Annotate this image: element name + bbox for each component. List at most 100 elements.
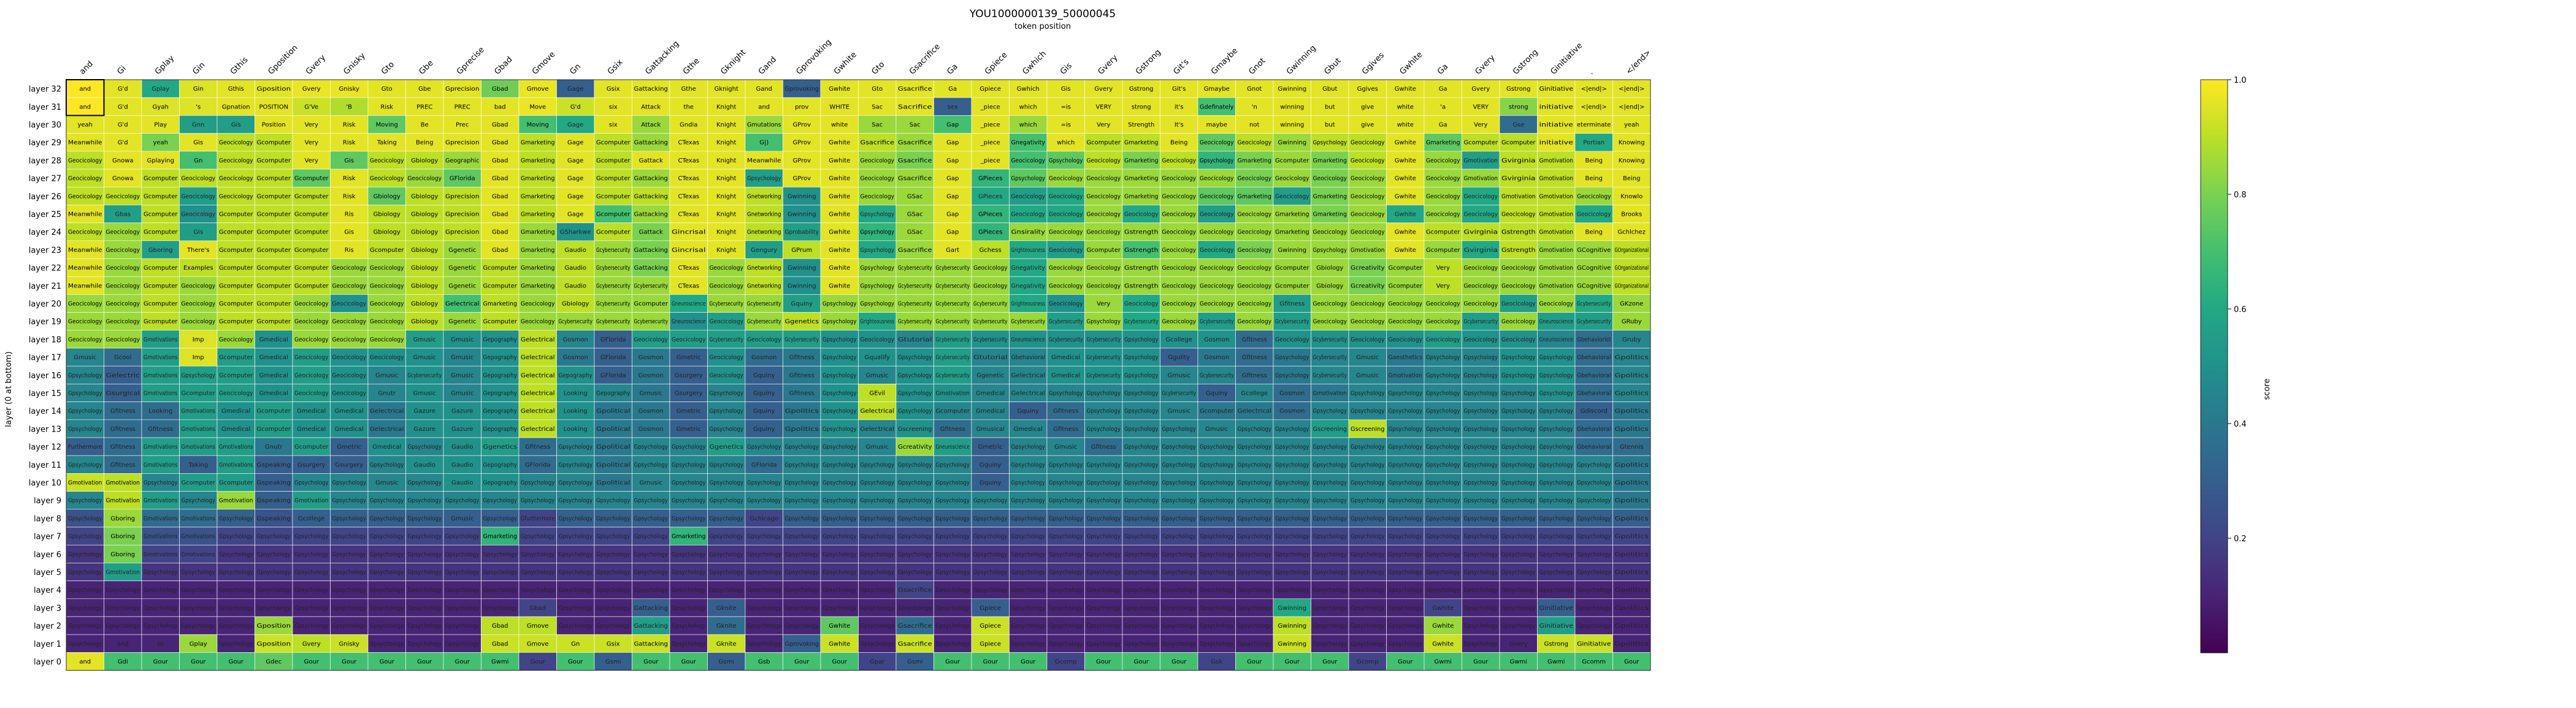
cell-label: Gpsychology	[634, 533, 669, 540]
cell-label: Gpsychology	[559, 480, 593, 487]
cell-label: Gcybersecurity	[747, 301, 781, 308]
cell-label: Gmotivations	[144, 444, 178, 451]
cell-label: Gpsychology	[1124, 516, 1159, 522]
cell-label: Geocicology	[1577, 193, 1611, 200]
cell-label: Gpsychology	[1426, 372, 1460, 379]
cell-label: Geocicology	[710, 319, 744, 325]
cell-label: Gmedical	[221, 426, 250, 433]
cell-label: Gpsychology	[68, 462, 102, 468]
cell-label: Gstrength	[1124, 229, 1159, 236]
cell-label: winning	[1280, 104, 1304, 110]
cell-label: Geocicology	[1200, 283, 1234, 289]
cell-label: Gpsychology	[1275, 480, 1309, 487]
cell-label: _piece	[980, 158, 1000, 164]
cell-label: CTexas	[678, 211, 699, 218]
heatmap-cell	[1424, 276, 1462, 295]
cell-label: Gvery	[1471, 86, 1490, 93]
heatmap-cell	[1084, 133, 1123, 152]
cell-label: Ggenetic	[448, 247, 476, 254]
cell-label: Gpsychology	[182, 372, 216, 379]
cell-label: Gpsychology	[370, 641, 404, 647]
cell-label: Gpsychology	[1313, 533, 1347, 540]
cell-label: Gcomputer	[219, 283, 253, 289]
heatmap-cell	[1348, 169, 1387, 188]
cell-label: Gpsychology	[672, 480, 706, 487]
cell-label: Gpsychology	[1351, 587, 1385, 594]
heatmap-cell	[594, 169, 632, 188]
cell-label: Gcomputer	[1275, 265, 1309, 272]
heatmap-cell	[1160, 240, 1198, 259]
heatmap-cell	[820, 115, 859, 134]
cell-label: Gpsychology	[1275, 516, 1309, 522]
cell-label: Gcomputer	[483, 283, 518, 289]
heatmap-cell	[1499, 312, 1538, 331]
cell-label: Gpsychology	[68, 605, 102, 612]
cell-label: Gpsychology	[1162, 516, 1197, 522]
cell-label: Geocicology	[1577, 211, 1611, 218]
heatmap-cell	[1009, 258, 1048, 277]
cell-label: Gvirginia	[1501, 158, 1536, 164]
heatmap-cell	[66, 169, 104, 188]
cell-label: Gcomputer	[257, 301, 291, 308]
token-label: Gposition	[266, 44, 299, 77]
cell-label: Gpsychology	[747, 587, 781, 594]
cell-label: Examples	[183, 265, 213, 272]
cell-label: Geocicology	[106, 247, 140, 254]
cell-label: Gpsychology	[822, 408, 857, 415]
cell-label: Gpsychology	[1351, 462, 1385, 468]
cell-label: Gmedical	[259, 354, 288, 361]
cell-label: Knowing	[1619, 158, 1645, 164]
cell-label: Gstrong	[1506, 86, 1531, 93]
cell-label: Gprecision	[445, 86, 480, 93]
cell-label: Gpsychology	[1162, 587, 1197, 594]
cell-label: Gpsychology	[1087, 569, 1121, 576]
layer-label: layer 27	[29, 175, 61, 184]
heatmap-cell	[1122, 205, 1160, 223]
cell-label: Gmove	[527, 641, 549, 647]
cell-label: Gage	[567, 86, 583, 93]
cell-label: Gmarketing	[521, 175, 555, 182]
cell-label: Gpsychology	[1464, 480, 1498, 487]
cell-label: Geocicology	[1351, 158, 1385, 164]
cell-label: Gpsychology	[1162, 623, 1197, 630]
cell-label: Gcomputer	[144, 193, 178, 200]
cell-label: Gnegativity	[1011, 140, 1046, 147]
cell-label: Gap	[946, 140, 959, 147]
cell-label: yeah	[153, 140, 168, 147]
cell-label: Gpsychology	[257, 605, 291, 612]
cell-label: Geocicology	[1162, 158, 1197, 164]
cell-label: Gbehavioral	[1577, 390, 1611, 397]
cell-label: Prec	[456, 122, 469, 129]
cell-label: Gmusical	[976, 426, 1005, 433]
cell-label: Gmetric	[337, 444, 361, 451]
cell-label: and	[79, 86, 91, 93]
cell-label: Gpsychology	[1049, 480, 1083, 487]
cell-label: Geocicology	[1464, 193, 1498, 200]
heatmap-cell	[1311, 115, 1349, 134]
cell-label: Gpsychology	[1087, 390, 1121, 397]
cell-label: Gpsychology	[861, 569, 895, 576]
cell-label: initiative	[1539, 140, 1574, 147]
cell-label: Gpsychology	[1501, 354, 1536, 361]
token-label: Gmaybe	[1209, 47, 1240, 77]
cell-label: Very	[1474, 122, 1487, 129]
cell-label: Gbiology	[562, 301, 589, 308]
cell-label: Gcomm	[1582, 659, 1606, 666]
heatmap-cell	[104, 133, 142, 152]
cell-label: Gstrong	[1544, 641, 1568, 647]
cell-label: Gmarketing	[521, 247, 555, 254]
cell-label: Gattacking	[634, 265, 669, 272]
cell-label: Gboring	[110, 551, 135, 558]
cell-label: Ggenetic	[448, 265, 476, 272]
cell-label: Geocicology	[1238, 319, 1272, 325]
colorbar-gradient	[2200, 79, 2228, 653]
cell-label: give	[1361, 104, 1374, 110]
heatmap-cell	[1197, 115, 1236, 134]
cell-label: Gposition	[257, 86, 291, 93]
cell-label: Gpsychology	[1501, 623, 1536, 630]
heatmap-cell	[443, 169, 481, 188]
cell-label: Gmedical	[259, 337, 288, 343]
cell-label: Gpsychology	[1049, 533, 1083, 540]
cell-label: Gpsychology	[936, 605, 970, 612]
cell-label: Gpsychology	[672, 551, 706, 558]
